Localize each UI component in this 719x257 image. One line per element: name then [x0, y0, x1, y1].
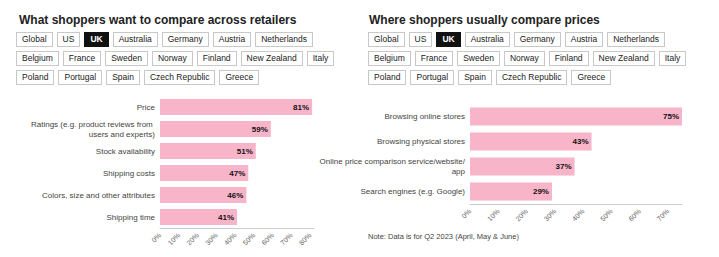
- html-text:Finland: Finland: [554, 53, 583, 63]
- html-text:France: France: [420, 53, 448, 63]
- svg-text:60%: 60%: [260, 232, 275, 247]
- svg-text:0%: 0%: [460, 208, 472, 220]
- svg-text:0%: 0%: [150, 232, 162, 244]
- svg-text:Ratings (e.g. product reviews: Ratings (e.g. product reviews from: [31, 120, 155, 129]
- html-text:Poland: Poland: [22, 72, 49, 82]
- svg-text:Price: Price: [137, 103, 156, 112]
- svg-text:59%: 59%: [252, 125, 268, 134]
- html-text:UK: UK: [90, 34, 103, 44]
- html-text:New Zealand: New Zealand: [598, 53, 649, 63]
- html-text:Norway: Norway: [509, 53, 539, 63]
- svg-text:Stock availability: Stock availability: [96, 147, 155, 156]
- svg-text:43%: 43%: [573, 137, 589, 146]
- html-text:Spain: Spain: [112, 72, 134, 82]
- svg-text:70%: 70%: [656, 208, 671, 223]
- svg-text:Browsing online stores: Browsing online stores: [385, 112, 465, 121]
- html-text:Sweden: Sweden: [463, 53, 494, 63]
- html-text:New Zealand: New Zealand: [246, 53, 297, 63]
- svg-text:60%: 60%: [627, 208, 642, 223]
- html-text:Norway: Norway: [157, 53, 187, 63]
- html-text:Netherlands: Netherlands: [613, 34, 659, 44]
- svg-text:What shoppers want to compare: What shoppers want to compare across ret…: [19, 13, 297, 27]
- html-text:US: US: [62, 34, 75, 44]
- html-text:Finland: Finland: [202, 53, 231, 63]
- html-text:Spain: Spain: [464, 72, 486, 82]
- svg-text:Search engines (e.g. Google): Search engines (e.g. Google): [360, 187, 465, 196]
- svg-text:50%: 50%: [242, 232, 257, 247]
- html-text:Global: Global: [374, 34, 399, 44]
- svg-text:40%: 40%: [571, 208, 586, 223]
- svg-text:Note: Data is for Q2 2023 (Apr: Note: Data is for Q2 2023 (April, May & …: [368, 232, 519, 241]
- html-text:Germany: Germany: [519, 34, 555, 44]
- html-text:Poland: Poland: [374, 72, 401, 82]
- svg-text:Online price comparison servic: Online price comparison service/website/: [320, 157, 466, 166]
- html-text:Global: Global: [22, 34, 47, 44]
- svg-text:Shipping costs: Shipping costs: [103, 169, 155, 178]
- svg-text:81%: 81%: [293, 103, 309, 112]
- html-text:Austria: Austria: [570, 34, 598, 44]
- svg-text:20%: 20%: [514, 208, 529, 223]
- svg-text:app: app: [452, 167, 466, 176]
- svg-text:Browsing physical stores: Browsing physical stores: [377, 137, 465, 146]
- html-text:Portugal: Portugal: [416, 72, 449, 82]
- svg-text:80%: 80%: [298, 232, 313, 247]
- html-text:Italy: Italy: [664, 53, 681, 63]
- html-text:Sweden: Sweden: [111, 53, 142, 63]
- svg-text:10%: 10%: [486, 208, 501, 223]
- html-text:Australia: Australia: [470, 34, 504, 44]
- html-text:Austria: Austria: [218, 34, 246, 44]
- html-text:Belgium: Belgium: [22, 53, 53, 63]
- html-text:Greece: Greece: [577, 72, 606, 82]
- svg-text:46%: 46%: [227, 191, 243, 200]
- svg-text:30%: 30%: [542, 208, 557, 223]
- svg-text:30%: 30%: [204, 232, 219, 247]
- svg-text:Colors, size and other attribu: Colors, size and other attributes: [42, 191, 155, 200]
- svg-text:10%: 10%: [166, 232, 181, 247]
- svg-text:20%: 20%: [185, 232, 200, 247]
- svg-text:37%: 37%: [556, 162, 572, 171]
- svg-text:51%: 51%: [237, 147, 253, 156]
- svg-text:Shipping time: Shipping time: [107, 213, 156, 222]
- html-text:Greece: Greece: [225, 72, 254, 82]
- html-text:UK: UK: [442, 34, 455, 44]
- html-text:US: US: [414, 34, 427, 44]
- svg-text:users and experts): users and experts): [89, 130, 156, 139]
- svg-text:47%: 47%: [229, 169, 245, 178]
- svg-text:41%: 41%: [218, 213, 234, 222]
- html-text:Netherlands: Netherlands: [261, 34, 307, 44]
- html-text:Czech Republic: Czech Republic: [501, 72, 562, 82]
- html-text:Germany: Germany: [167, 34, 203, 44]
- svg-text:40%: 40%: [223, 232, 238, 247]
- svg-text:Where shoppers usually compare: Where shoppers usually compare prices: [369, 13, 600, 27]
- html-text:Italy: Italy: [312, 53, 329, 63]
- html-text:Belgium: Belgium: [374, 53, 405, 63]
- html-text:Czech Republic: Czech Republic: [149, 72, 210, 82]
- svg-text:75%: 75%: [663, 112, 679, 121]
- svg-text:50%: 50%: [599, 208, 614, 223]
- svg-text:29%: 29%: [533, 187, 549, 196]
- html-text:Portugal: Portugal: [64, 72, 97, 82]
- html-text:France: France: [68, 53, 96, 63]
- svg-text:70%: 70%: [279, 232, 294, 247]
- html-text:Australia: Australia: [118, 34, 152, 44]
